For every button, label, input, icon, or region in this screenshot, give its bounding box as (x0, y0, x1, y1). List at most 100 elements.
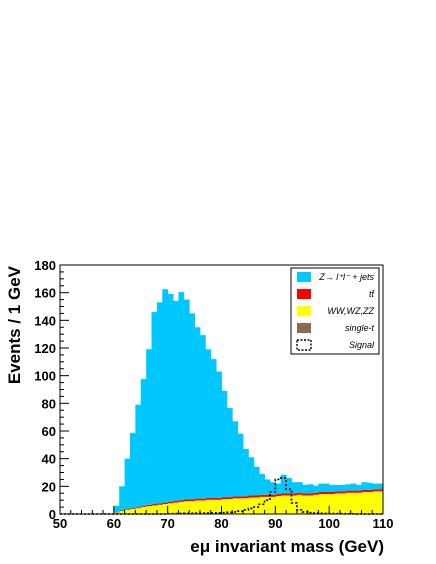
bar-tt- (124, 509, 131, 510)
bar-tt- (345, 490, 352, 493)
bar-z-l-l-jets (269, 482, 276, 495)
bar-z-l-l-jets (146, 349, 152, 505)
bar-ww-wz-zz (372, 491, 379, 514)
bar-tt- (253, 495, 260, 498)
bar-ww-wz-zz (167, 503, 174, 514)
bar-z-l-l-jets (372, 483, 379, 490)
bar-ww-wz-zz (339, 493, 346, 514)
bar-z-l-l-jets (135, 404, 142, 508)
y-tick-label: 100 (34, 369, 56, 384)
bar-ww-wz-zz (194, 500, 201, 514)
bar-z-l-l-jets (178, 292, 185, 501)
legend-swatch (296, 339, 312, 351)
bar-ww-wz-zz (129, 509, 136, 514)
bar-z-l-l-jets (237, 433, 244, 497)
bar-ww-wz-zz (146, 506, 152, 514)
bar-tt- (264, 494, 271, 497)
bar-tt- (237, 496, 244, 499)
bar-tt- (377, 489, 384, 492)
x-tick-label: 50 (53, 516, 67, 531)
bar-z-l-l-jets (339, 484, 346, 492)
y-tick-label: 160 (34, 286, 56, 301)
bar-tt- (361, 489, 368, 493)
bar-ww-wz-zz (323, 494, 330, 514)
bar-ww-wz-zz (318, 494, 325, 514)
bar-ww-wz-zz (226, 499, 233, 514)
bar-z-l-l-jets (124, 458, 131, 510)
bar-tt- (216, 497, 222, 500)
x-tick-label: 60 (107, 516, 121, 531)
axes: 50 60 70 80 90 100 110 0 20 40 60 80 100 120 140 160 180 (34, 258, 393, 531)
bar-tt- (313, 492, 319, 495)
bar-tt- (356, 490, 362, 493)
bar-z-l-l-jets (259, 473, 265, 495)
bar-tt- (151, 504, 158, 506)
bar-z-l-l-jets (156, 302, 163, 504)
bar-ww-wz-zz (124, 509, 131, 514)
bar-z-l-l-jets (307, 484, 314, 494)
bar-z-l-l-jets (221, 390, 228, 498)
bar-tt- (226, 497, 233, 500)
bar-tt- (366, 489, 373, 493)
bar-ww-wz-zz (296, 494, 303, 514)
bar-z-l-l-jets (329, 484, 335, 493)
bar-tt- (183, 499, 190, 502)
bar-ww-wz-zz (221, 499, 228, 514)
bar-z-l-l-jets (345, 484, 352, 491)
bar-z-l-l-jets (275, 483, 282, 495)
bar-ww-wz-zz (286, 495, 292, 514)
y-tick-label: 40 (42, 452, 56, 467)
bar-z-l-l-jets (173, 300, 179, 501)
bar-ww-wz-zz (350, 492, 357, 514)
bar-ww-wz-zz (248, 497, 255, 514)
y-tick-label: 120 (34, 341, 56, 356)
bar-tt- (280, 493, 287, 496)
bar-ww-wz-zz (178, 501, 185, 514)
bar-z-l-l-jets (313, 485, 319, 493)
y-tick-label: 20 (42, 479, 56, 494)
x-tick-label: 100 (318, 516, 340, 531)
x-tick-label: 80 (214, 516, 228, 531)
bar-z-l-l-jets (140, 379, 147, 506)
bar-ww-wz-zz (156, 504, 163, 514)
bar-ww-wz-zz (113, 512, 120, 514)
bar-z-l-l-jets (216, 371, 222, 498)
y-axis-label: Events / 1 GeV (5, 265, 24, 384)
bar-z-l-l-jets (253, 466, 260, 496)
bar-ww-wz-zz (237, 498, 244, 514)
legend: Z→ l⁺l⁻ + jets tt̄ WW,WZ,ZZ single-t Signal (290, 267, 380, 355)
bar-ww-wz-zz (140, 506, 147, 514)
bar-tt- (140, 505, 147, 507)
bar-tt- (189, 499, 195, 502)
bar-ww-wz-zz (151, 505, 158, 514)
bar-z-l-l-jets (334, 484, 341, 492)
bar-z-l-l-jets (129, 433, 136, 509)
bar-ww-wz-zz (269, 496, 276, 514)
bar-ww-wz-zz (313, 494, 319, 514)
bar-tt- (178, 500, 185, 502)
bar-tt- (269, 494, 276, 497)
legend-label: single-t (345, 323, 375, 333)
bar-ww-wz-zz (259, 496, 265, 514)
bar-z-l-l-jets (194, 327, 201, 499)
bar-tt- (135, 507, 142, 509)
bar-z-l-l-jets (151, 312, 158, 505)
bar-tt- (296, 492, 303, 495)
bar-z-l-l-jets (205, 349, 212, 498)
bar-tt- (291, 493, 298, 496)
bar-z-l-l-jets (323, 483, 330, 493)
bar-tt- (339, 491, 346, 494)
bar-z-l-l-jets (162, 289, 169, 503)
bar-tt- (350, 490, 357, 493)
bar-ww-wz-zz (280, 495, 287, 514)
bar-ww-wz-zz (264, 496, 271, 514)
bar-ww-wz-zz (135, 508, 142, 514)
bar-z-l-l-jets (226, 408, 233, 498)
legend-swatch (297, 272, 311, 282)
bar-z-l-l-jets (248, 457, 255, 496)
bar-tt- (243, 496, 249, 499)
bar-ww-wz-zz (377, 491, 384, 514)
legend-swatch (297, 323, 311, 333)
bar-tt- (372, 489, 379, 492)
